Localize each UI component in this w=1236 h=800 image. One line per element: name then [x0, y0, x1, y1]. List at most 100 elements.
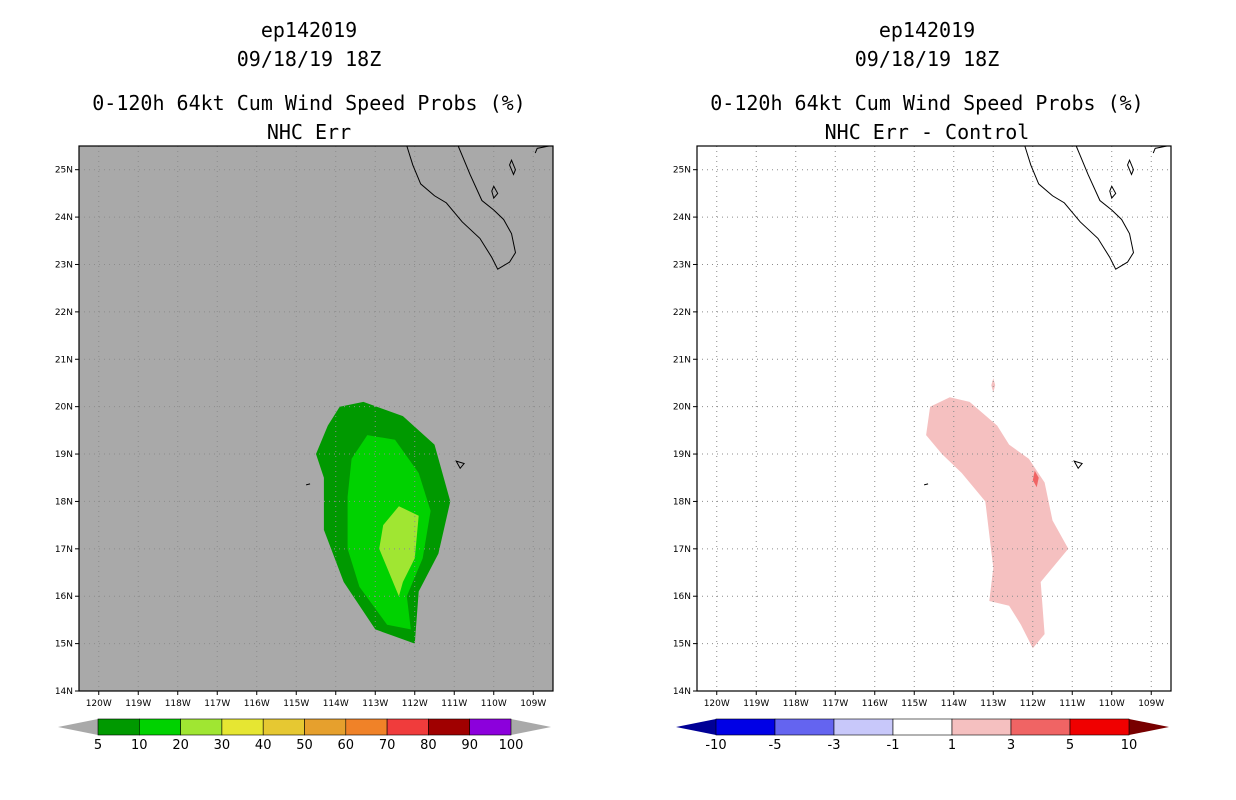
plot-frame: [696, 145, 1172, 692]
colorbar-label: -10: [705, 738, 726, 753]
y-tick-label: 20N: [673, 403, 691, 413]
x-tick-label: 111W: [441, 699, 467, 709]
y-tick-label: 21N: [673, 355, 691, 365]
colorbar-label: -5: [769, 738, 782, 753]
colorbar-label: 30: [214, 738, 231, 753]
contour-group: [316, 401, 451, 644]
y-tick-label: 20N: [55, 403, 73, 413]
y-tick-label: 15N: [55, 640, 73, 650]
x-tick-label: 115W: [283, 699, 309, 709]
colorbar-label: 70: [379, 738, 396, 753]
y-tick-label: 15N: [673, 640, 691, 650]
y-tick-label: 25N: [55, 166, 73, 176]
x-tick-label: 114W: [323, 699, 349, 709]
chart-subtitle: NHC Err: [266, 120, 352, 144]
x-tick-label: 113W: [980, 699, 1006, 709]
clarion-island: [306, 483, 311, 486]
y-tick-label: 24N: [55, 213, 73, 223]
right-map-chart: 120W 119W 118W 117W 116W 115W 114W 113W 112W 111W…: [673, 145, 1172, 753]
y-tick-label: 23N: [673, 260, 691, 270]
y-tick-label: 21N: [55, 355, 73, 365]
x-tick-label: 109W: [520, 699, 546, 709]
x-tick-label: 117W: [822, 699, 848, 709]
colorbar-label: 40: [255, 738, 272, 753]
x-tick-label: 110W: [481, 699, 507, 709]
colorbar-high-arrow: [1129, 719, 1169, 735]
y-tick-label: 19N: [55, 450, 73, 460]
x-tick-label: 120W: [704, 699, 730, 709]
x-tick-label: 110W: [1099, 699, 1125, 709]
x-tick-label: 112W: [1020, 699, 1046, 709]
colorbar-swatch: [715, 718, 776, 736]
chart-subtitle: NHC Err - Control: [824, 120, 1030, 144]
y-tick-label: 16N: [673, 592, 691, 602]
colorbar-label: 5: [1066, 738, 1074, 753]
colorbar-low-arrow: [58, 719, 98, 735]
colorbar-low-arrow: [676, 719, 716, 735]
y-tick-label: 14N: [55, 687, 73, 697]
y-tick-label: 24N: [673, 213, 691, 223]
baja-coastline: [406, 145, 517, 270]
colorbar-label: 60: [338, 738, 355, 753]
x-tick-label: 118W: [783, 699, 809, 709]
x-tick-label: 116W: [244, 699, 270, 709]
colorbar-swatch: [386, 718, 429, 736]
axis-ticks: [693, 169, 1152, 695]
contour-1-3: [926, 397, 1069, 649]
colorbar-swatch: [262, 718, 305, 736]
x-tick-label: 115W: [901, 699, 927, 709]
colorbar-swatch: [1010, 718, 1071, 736]
colorbar-high-arrow: [511, 719, 551, 735]
axis-ticks: [75, 169, 534, 695]
colorbar-swatch: [345, 718, 388, 736]
colorbar-label: 100: [499, 738, 524, 753]
colorbar: -10 -5 -3 -1 1 3 5 10: [676, 718, 1169, 753]
x-tick-label: 113W: [362, 699, 388, 709]
colorbar-label: 20: [172, 738, 189, 753]
colorbar-swatch: [1069, 718, 1130, 736]
colorbar-label: 3: [1007, 738, 1015, 753]
colorbar-label: 1: [948, 738, 956, 753]
mainland-coastline: [534, 145, 550, 154]
y-tick-label: 17N: [55, 545, 73, 555]
date-title: 09/18/19 18Z: [854, 47, 1000, 71]
plot-background: [79, 146, 553, 691]
colorbar-swatch: [892, 718, 953, 736]
y-tick-label: 22N: [55, 308, 73, 318]
colorbar-label: -3: [828, 738, 841, 753]
y-tick-label: 25N: [673, 166, 691, 176]
y-tick-label: 23N: [55, 260, 73, 270]
plot-frame: [78, 145, 554, 692]
colorbar-swatch: [428, 718, 470, 736]
y-tick-label: 18N: [673, 497, 691, 507]
x-tick-label: 116W: [862, 699, 888, 709]
colorbar-label: 50: [296, 738, 313, 753]
clarion-island: [924, 483, 929, 486]
x-tick-label: 112W: [402, 699, 428, 709]
island-outline: [491, 185, 499, 200]
contour-group: [926, 378, 1069, 649]
mainland-coastline: [1152, 145, 1168, 154]
coastline: [924, 145, 1168, 486]
colorbar-swatch: [774, 718, 835, 736]
x-tick-label: 118W: [165, 699, 191, 709]
storm-id-title: ep142019: [260, 18, 358, 42]
date-title: 09/18/19 18Z: [236, 47, 382, 71]
colorbar-swatch: [304, 718, 347, 736]
x-tick-label: 114W: [941, 699, 967, 709]
colorbar: 5 10 20 30 40 50 60 70 80 90 100: [58, 718, 551, 753]
left-panel: ep142019 09/18/19 18Z 0-120h 64kt Cum Wi…: [55, 18, 554, 753]
coastline: [306, 145, 550, 486]
contour-1-3: [991, 378, 996, 393]
socorro-island: [455, 460, 465, 470]
colorbar-label: 90: [461, 738, 478, 753]
colorbar-swatch: [221, 718, 264, 736]
colorbar-swatch: [951, 718, 1012, 736]
y-tick-label: 18N: [55, 497, 73, 507]
x-tick-label: 109W: [1138, 699, 1164, 709]
colorbar-swatch: [469, 718, 512, 736]
chart-title: 0-120h 64kt Cum Wind Speed Probs (%): [92, 91, 526, 115]
x-tick-label: 119W: [125, 699, 151, 709]
left-map-chart: 120W 119W 118W 117W 116W 115W 114W 113W 112W 111W…: [55, 145, 554, 753]
y-tick-label: 22N: [673, 308, 691, 318]
